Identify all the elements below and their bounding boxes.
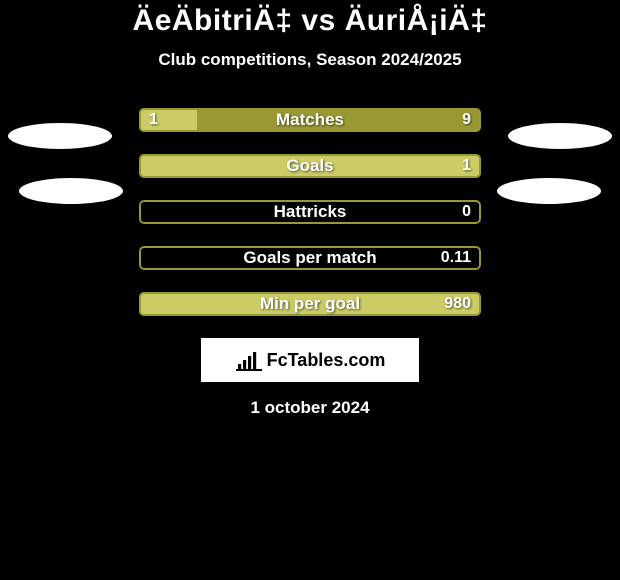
stat-label: Min per goal (260, 294, 360, 314)
comparison-title: ÄeÄbitriÄ‡ vs ÄuriÅ¡iÄ‡ (0, 4, 620, 38)
brand-box: FcTables.com (201, 338, 419, 382)
comparison-subtitle: Club competitions, Season 2024/2025 (0, 50, 620, 70)
stat-value-right: 1 (462, 157, 471, 175)
chart-icon (235, 349, 263, 371)
brand-name: FcTables.com (267, 350, 386, 371)
team-logo-left-2 (19, 178, 123, 204)
stat-row: 0.11 Goals per match (139, 246, 481, 270)
stat-row: 1 Goals (139, 154, 481, 178)
team-logo-right-2 (497, 178, 601, 204)
team-logo-left-1 (8, 123, 112, 149)
team-logo-right-1 (508, 123, 612, 149)
stat-value-right: 0.11 (441, 249, 471, 267)
stat-value-left: 1 (149, 111, 158, 129)
stat-value-right: 0 (462, 203, 471, 221)
stat-label: Matches (276, 110, 344, 130)
date-label: 1 october 2024 (0, 398, 620, 418)
stat-value-right: 9 (462, 111, 471, 129)
stat-row: 980 Min per goal (139, 292, 481, 316)
stat-value-right: 980 (444, 295, 471, 313)
stat-bar-left (139, 108, 197, 132)
stats-bars: 1 9 Matches 1 Goals 0 Hattricks 0.11 Goals per m… (139, 108, 481, 316)
stat-label: Goals per match (243, 248, 376, 268)
stat-label: Hattricks (274, 202, 347, 222)
stat-label: Goals (286, 156, 333, 176)
stat-row: 0 Hattricks (139, 200, 481, 224)
stat-row: 1 9 Matches (139, 108, 481, 132)
